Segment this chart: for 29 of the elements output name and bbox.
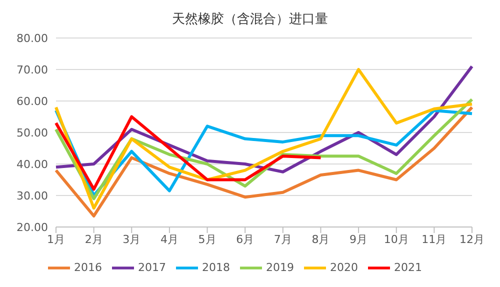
x-tick-label: 8月 [312,232,330,246]
y-tick-label: 80.00 [16,32,48,45]
x-tick-label: 3月 [122,232,141,246]
x-tick-label: 10月 [384,232,409,246]
y-tick-label: 70.00 [16,63,48,76]
x-tick-label: 7月 [274,232,292,246]
x-tick-label: 1月 [47,232,65,246]
line-series [54,115,322,191]
x-tick-label: 4月 [160,232,178,246]
x-tick-label: 5月 [198,232,216,246]
x-tick-label: 6月 [236,232,254,246]
y-tick-label: 30.00 [16,189,48,202]
line-series [54,106,474,218]
legend-label: 2019 [266,261,294,274]
x-tick-label: 11月 [422,232,447,246]
y-tick-label: 20.00 [16,220,48,234]
legend-label: 2016 [74,261,102,274]
chart-title: 天然橡胶（含混合）进口量 [171,11,329,29]
legend-label: 2018 [202,261,230,274]
line-series [54,68,474,210]
legend-label: 2020 [330,261,358,274]
legend-label: 2021 [394,261,422,274]
y-tick-label: 40.00 [16,158,48,171]
x-tick-label: 2月 [84,232,103,246]
x-tick-label: 9月 [350,232,368,246]
y-tick-label: 60.00 [16,94,48,108]
y-tick-label: 50.00 [16,126,48,140]
legend-label: 2017 [138,261,166,274]
x-tick-label: 12月 [460,232,484,246]
